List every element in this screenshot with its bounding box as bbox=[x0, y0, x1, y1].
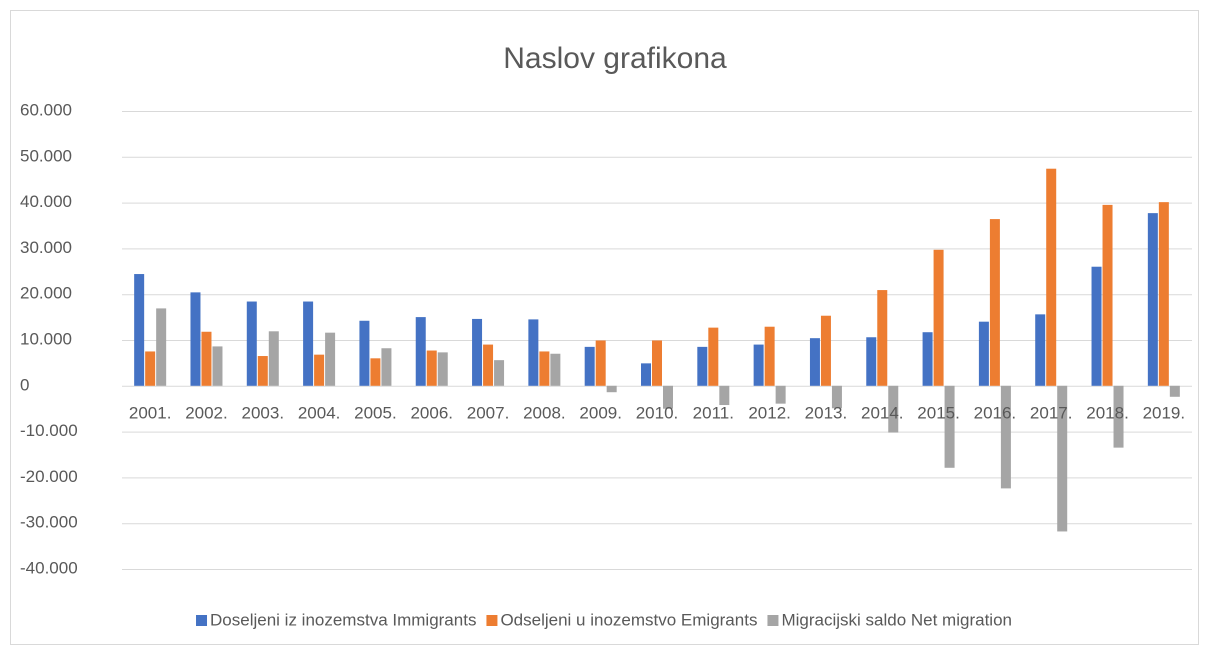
x-tick-label: 2006. bbox=[410, 403, 453, 422]
bar bbox=[145, 351, 156, 386]
y-tick-label: 50.000 bbox=[20, 146, 72, 165]
bar bbox=[606, 385, 617, 393]
bar bbox=[303, 301, 314, 386]
x-tick-label: 2003. bbox=[242, 403, 285, 422]
bar bbox=[809, 338, 820, 386]
y-tick-label: 30.000 bbox=[20, 238, 72, 257]
bar bbox=[663, 385, 673, 409]
chart-frame bbox=[10, 10, 1199, 645]
y-tick-label: 0 bbox=[20, 375, 29, 394]
bar bbox=[1113, 385, 1124, 448]
x-tick-label: 2004. bbox=[298, 403, 341, 422]
y-tick-label: -20.000 bbox=[20, 467, 78, 486]
bar bbox=[370, 358, 381, 386]
bar bbox=[381, 348, 392, 386]
x-tick-label: 2016. bbox=[974, 403, 1017, 422]
bar bbox=[539, 351, 550, 386]
x-tick-label: 2007. bbox=[467, 403, 510, 422]
bar bbox=[820, 315, 831, 386]
bar bbox=[483, 344, 494, 386]
bar bbox=[1102, 204, 1113, 386]
bar bbox=[415, 317, 426, 386]
y-tick-label: -30.000 bbox=[20, 513, 78, 532]
x-tick-label: 2015. bbox=[917, 403, 960, 422]
y-tick-label: 10.000 bbox=[20, 329, 72, 348]
bar bbox=[753, 344, 764, 386]
y-tick-label: -40.000 bbox=[20, 558, 78, 577]
y-tick-label: -10.000 bbox=[20, 421, 78, 440]
bar bbox=[1158, 202, 1169, 386]
y-tick-label: 60.000 bbox=[20, 100, 72, 119]
bar bbox=[1000, 385, 1011, 489]
bar bbox=[314, 354, 325, 386]
legend-label: Odseljeni u inozemstvo Emigrants bbox=[500, 610, 757, 629]
bar bbox=[359, 320, 370, 386]
bar bbox=[190, 292, 201, 386]
bar bbox=[1147, 213, 1158, 386]
x-tick-label: 2002. bbox=[185, 403, 228, 422]
bar bbox=[134, 274, 145, 386]
bar bbox=[201, 331, 212, 386]
legend: Doseljeni iz inozemstva Immigrants Odselj… bbox=[196, 610, 1012, 629]
bar bbox=[831, 385, 842, 409]
bar bbox=[257, 356, 268, 386]
bar bbox=[1046, 168, 1057, 386]
bar bbox=[697, 346, 708, 386]
bar bbox=[652, 340, 662, 386]
x-tick-label: 2001. bbox=[129, 403, 172, 422]
bar bbox=[922, 332, 933, 386]
bar bbox=[325, 332, 336, 386]
y-tick-label: 20.000 bbox=[20, 284, 72, 303]
bar bbox=[708, 327, 719, 386]
bar bbox=[494, 360, 505, 386]
y-tick-label: 40.000 bbox=[20, 192, 72, 211]
legend-swatch bbox=[767, 615, 779, 626]
legend-swatch bbox=[486, 615, 498, 626]
bar bbox=[764, 326, 775, 386]
bar bbox=[989, 219, 1000, 386]
bar bbox=[437, 352, 448, 386]
x-tick-label: 2013. bbox=[805, 403, 848, 422]
x-tick-label: 2009. bbox=[579, 403, 622, 422]
bar bbox=[641, 363, 651, 386]
x-tick-label: 2005. bbox=[354, 403, 397, 422]
bar bbox=[719, 385, 730, 406]
bar bbox=[528, 319, 539, 386]
x-tick-label: 2008. bbox=[523, 403, 566, 422]
x-tick-label: 2017. bbox=[1030, 403, 1073, 422]
bar bbox=[1035, 314, 1046, 386]
bar bbox=[268, 331, 279, 386]
chart-title: Naslov grafikona bbox=[503, 42, 727, 75]
bar bbox=[944, 385, 955, 468]
bar bbox=[866, 337, 877, 386]
bar bbox=[595, 340, 606, 386]
x-tick-label: 2019. bbox=[1143, 403, 1186, 422]
x-tick-label: 2012. bbox=[748, 403, 791, 422]
x-tick-label: 2014. bbox=[861, 403, 904, 422]
bar bbox=[550, 353, 561, 386]
bar bbox=[426, 350, 437, 386]
bar bbox=[775, 385, 786, 404]
bar bbox=[933, 249, 944, 386]
x-tick-label: 2010. bbox=[636, 403, 679, 422]
bar bbox=[1057, 385, 1068, 532]
bar bbox=[888, 385, 899, 433]
bar bbox=[1091, 266, 1102, 386]
x-tick-label: 2011. bbox=[693, 403, 734, 422]
bar bbox=[584, 346, 595, 386]
bar bbox=[156, 308, 167, 386]
bar bbox=[877, 290, 888, 386]
legend-label: Migracijski saldo Net migration bbox=[781, 610, 1012, 629]
bar bbox=[1169, 385, 1180, 397]
bar bbox=[978, 321, 989, 386]
legend-swatch bbox=[196, 615, 208, 626]
x-tick-label: 2018. bbox=[1086, 403, 1129, 422]
legend-label: Doseljeni iz inozemstva Immigrants bbox=[210, 610, 476, 629]
bar bbox=[212, 346, 223, 386]
bar bbox=[472, 318, 483, 386]
bar bbox=[246, 301, 257, 386]
